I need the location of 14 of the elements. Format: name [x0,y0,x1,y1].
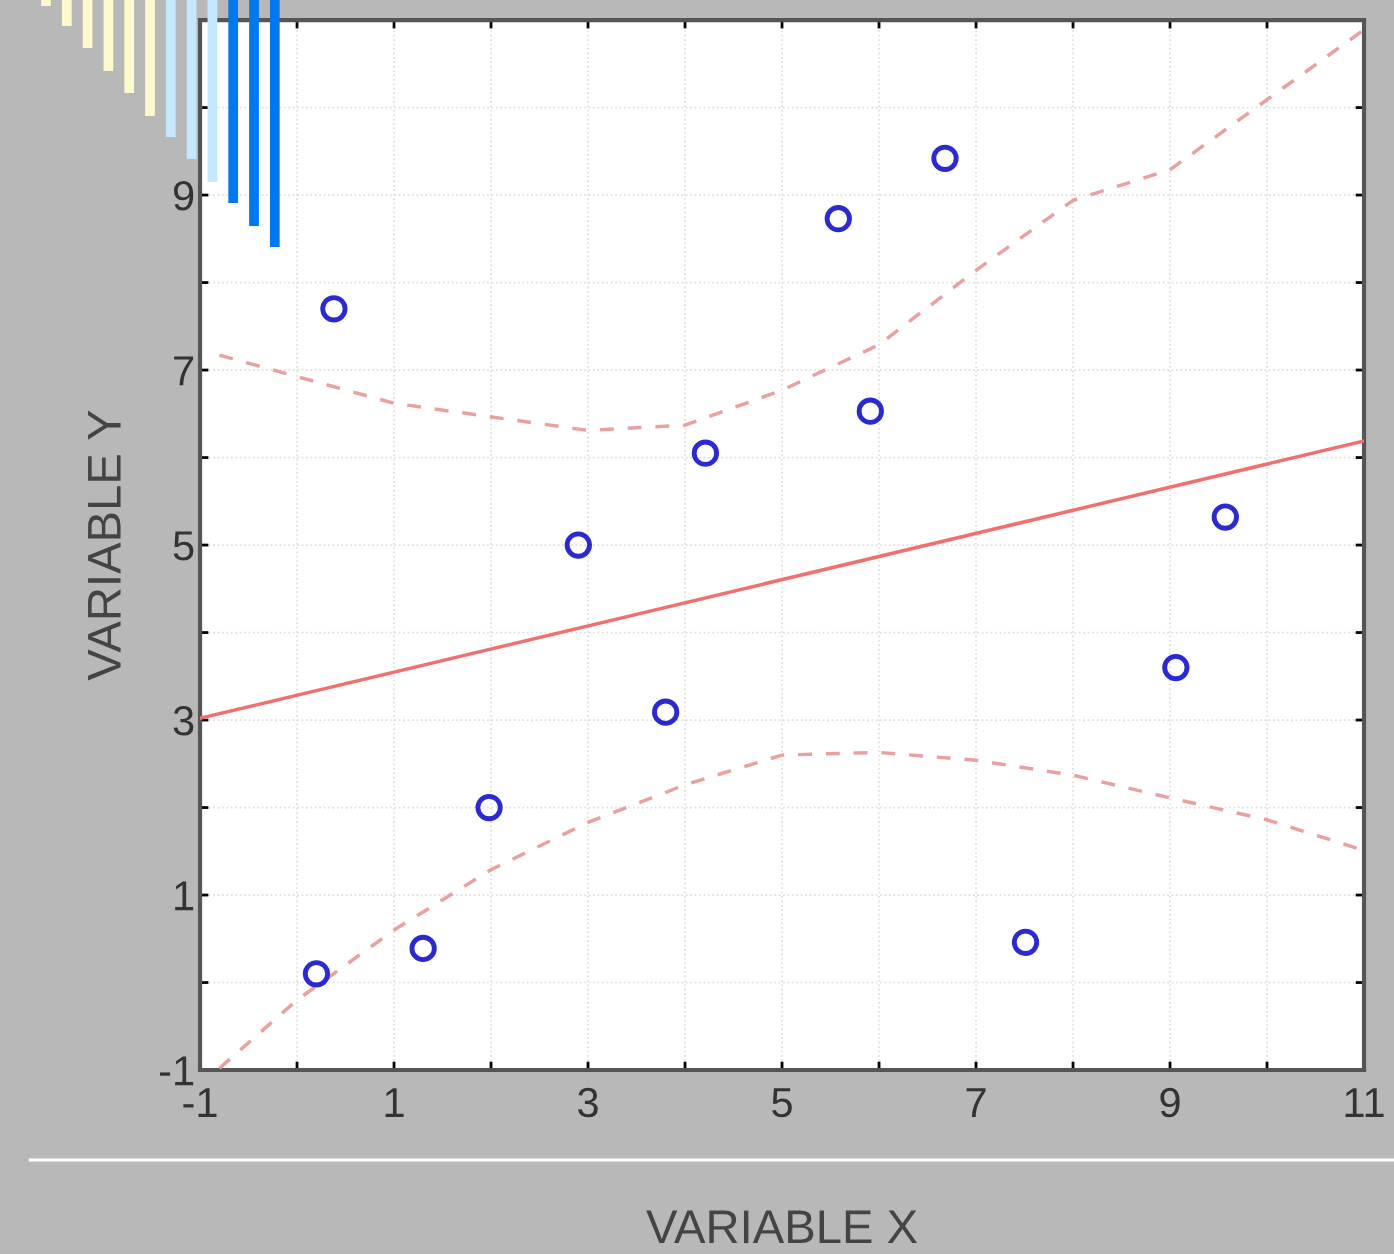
y-tick-label: -1 [159,1056,194,1086]
x-tick-label: 5 [772,1088,792,1118]
x-tick-label: 9 [1160,1087,1180,1118]
y-tick-label: 1 [175,881,194,911]
x-tick-label: 7 [966,1088,986,1117]
x-tick-label: 3 [578,1087,598,1118]
x-tick-label: 1 [385,1088,404,1117]
x-tick-label: 11 [1345,1088,1384,1117]
y-tick-label: 9 [173,181,194,211]
x-axis-title: VARIABLE X [646,1210,918,1244]
y-tick-label: 3 [173,706,194,736]
y-axis-title: VARIABLE Y [88,410,121,681]
y-tick-label: 5 [173,531,194,561]
y-tick-label: 7 [174,356,194,386]
